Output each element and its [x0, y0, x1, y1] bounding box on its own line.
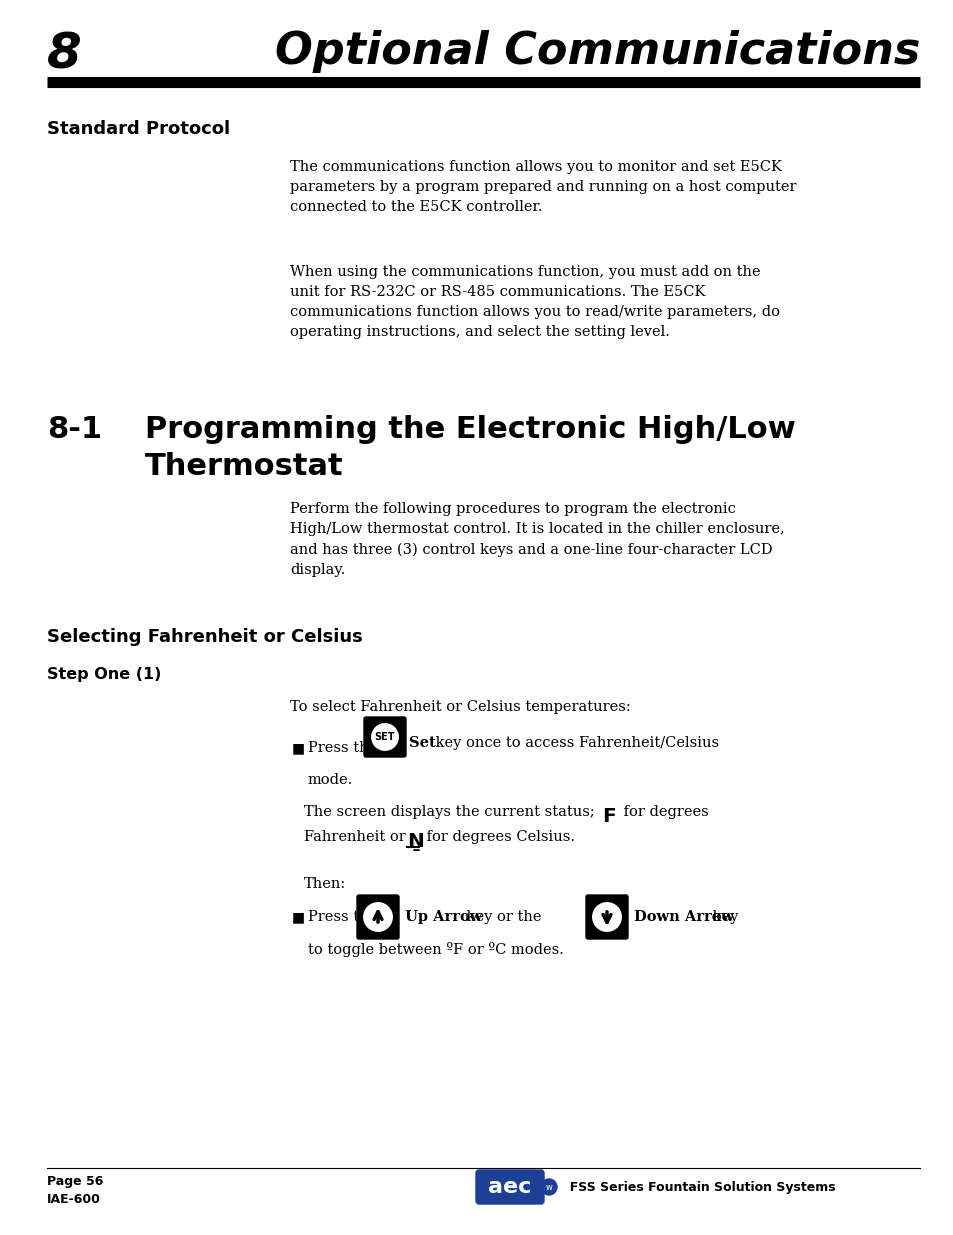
Text: The communications function allows you to monitor and set E5CK
parameters by a p: The communications function allows you t…	[290, 161, 796, 214]
Text: ■: ■	[292, 910, 305, 924]
FancyBboxPatch shape	[356, 895, 398, 939]
Text: FSS Series Fountain Solution Systems: FSS Series Fountain Solution Systems	[560, 1181, 835, 1193]
Text: Standard Protocol: Standard Protocol	[47, 120, 230, 138]
Text: Up Arrow: Up Arrow	[399, 910, 482, 924]
Text: Then:: Then:	[304, 877, 346, 890]
Text: for degrees: for degrees	[618, 805, 708, 819]
Text: 8-1: 8-1	[47, 415, 102, 445]
Text: Press the: Press the	[308, 910, 376, 924]
Text: F: F	[601, 806, 615, 826]
Text: 8: 8	[47, 30, 82, 78]
Text: aec: aec	[488, 1177, 531, 1197]
Text: for degrees Celsius.: for degrees Celsius.	[421, 830, 575, 844]
FancyBboxPatch shape	[476, 1170, 543, 1204]
Circle shape	[540, 1179, 557, 1195]
Text: The screen displays the current status;: The screen displays the current status;	[304, 805, 594, 819]
Text: Press the: Press the	[308, 741, 376, 755]
Text: Selecting Fahrenheit or Celsius: Selecting Fahrenheit or Celsius	[47, 629, 362, 646]
Circle shape	[590, 902, 622, 932]
Text: key or the: key or the	[461, 910, 541, 924]
Text: Thermostat: Thermostat	[145, 452, 343, 480]
Text: To select Fahrenheit or Celsius temperatures:: To select Fahrenheit or Celsius temperat…	[290, 700, 630, 714]
Text: mode.: mode.	[308, 773, 353, 787]
Text: SET: SET	[375, 732, 395, 742]
Text: When using the communications function, you must add on the
unit for RS-232C or : When using the communications function, …	[290, 266, 780, 340]
Text: Perform the following procedures to program the electronic
High/Low thermostat c: Perform the following procedures to prog…	[290, 501, 784, 577]
Text: Step One (1): Step One (1)	[47, 667, 161, 682]
Text: Down Arrow: Down Arrow	[628, 910, 734, 924]
Circle shape	[361, 902, 394, 932]
Text: w: w	[545, 1182, 552, 1192]
Text: Page 56: Page 56	[47, 1174, 103, 1188]
Ellipse shape	[370, 722, 399, 752]
FancyBboxPatch shape	[364, 718, 406, 757]
Text: key: key	[707, 910, 738, 924]
Text: Set: Set	[409, 736, 436, 750]
FancyBboxPatch shape	[585, 895, 627, 939]
Text: IAE-600: IAE-600	[47, 1193, 101, 1207]
Text: to toggle between ºF or ºC modes.: to toggle between ºF or ºC modes.	[308, 942, 563, 957]
Text: Ṉ: Ṉ	[407, 832, 423, 851]
Text: key once to access Fahrenheit/Celsius: key once to access Fahrenheit/Celsius	[431, 736, 719, 750]
Text: Fahrenheit or: Fahrenheit or	[304, 830, 405, 844]
Text: Programming the Electronic High/Low: Programming the Electronic High/Low	[145, 415, 795, 445]
Text: Optional Communications: Optional Communications	[274, 30, 919, 73]
Text: ■: ■	[292, 741, 305, 755]
